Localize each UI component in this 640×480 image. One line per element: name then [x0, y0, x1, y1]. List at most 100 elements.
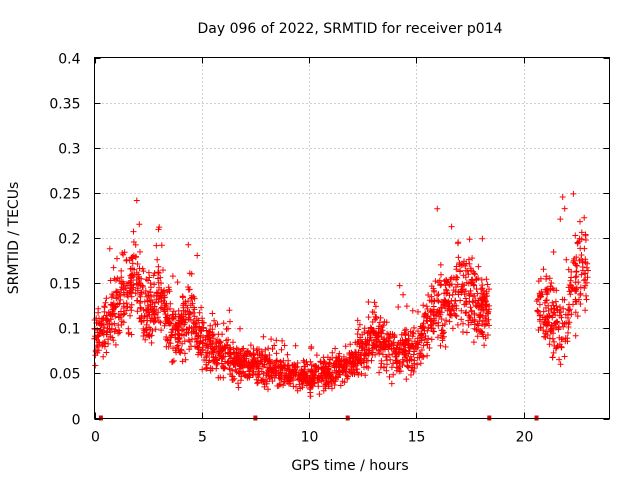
- data-point: [226, 366, 233, 373]
- data-point: [572, 298, 579, 305]
- data-point: [210, 353, 217, 360]
- data-point: [296, 375, 303, 382]
- data-point: [108, 294, 115, 301]
- data-point: [141, 298, 148, 305]
- data-point: [576, 238, 582, 245]
- data-point: [203, 354, 210, 361]
- data-point: [211, 345, 218, 352]
- data-point: [129, 260, 136, 267]
- data-point: [376, 349, 383, 356]
- data-point: [253, 363, 260, 370]
- data-point: [566, 282, 573, 288]
- data-point: [568, 274, 575, 281]
- data-point: [151, 319, 158, 326]
- data-point: [136, 265, 143, 272]
- data-point: [348, 349, 355, 356]
- data-point: [405, 335, 412, 342]
- data-point: [442, 343, 449, 350]
- data-point: [186, 325, 193, 332]
- data-point: [329, 349, 336, 356]
- data-point: [307, 389, 314, 396]
- data-point: [209, 310, 216, 317]
- data-point: [479, 321, 486, 327]
- data-point: [109, 301, 116, 308]
- data-point: [123, 256, 130, 263]
- data-point: [102, 340, 109, 347]
- data-point: [577, 218, 583, 225]
- data-point: [99, 329, 106, 336]
- data-point: [563, 256, 570, 263]
- data-point: [258, 377, 265, 384]
- data-point: [157, 305, 164, 312]
- data-point: [434, 308, 441, 315]
- data-point: [100, 315, 107, 321]
- data-point: [566, 288, 573, 295]
- data-point: [462, 310, 469, 316]
- data-point: [220, 364, 227, 371]
- data-point: [151, 281, 158, 288]
- data-point: [465, 321, 472, 328]
- data-point: [143, 307, 150, 314]
- data-point: [565, 315, 571, 321]
- data-point: [110, 292, 117, 299]
- data-point: [269, 378, 276, 385]
- data-point: [244, 363, 251, 370]
- data-point: [133, 197, 140, 204]
- data-point: [109, 321, 115, 328]
- data-point: [367, 328, 374, 335]
- data-point: [231, 375, 238, 382]
- data-point: [138, 318, 145, 325]
- data-point: [583, 296, 590, 303]
- data-point: [367, 334, 373, 341]
- data-point: [251, 355, 258, 362]
- data-point: [118, 318, 125, 325]
- data-point: [458, 283, 465, 290]
- data-point: [194, 343, 201, 350]
- data-point: [424, 306, 431, 312]
- data-point: [573, 298, 580, 305]
- data-point: [542, 286, 549, 293]
- data-point: [567, 291, 574, 298]
- data-point: [100, 353, 107, 360]
- data-point: [401, 329, 408, 336]
- data-point: [425, 292, 432, 298]
- data-point: [543, 304, 549, 311]
- data-point: [549, 335, 556, 342]
- data-point: [582, 307, 589, 314]
- data-point: [541, 299, 548, 306]
- data-point: [365, 364, 372, 371]
- data-point: [356, 321, 363, 328]
- data-point: [203, 342, 210, 349]
- data-point: [96, 320, 103, 327]
- data-point: [430, 311, 437, 318]
- data-point: [295, 372, 302, 379]
- data-point: [481, 307, 487, 314]
- data-point: [123, 300, 130, 307]
- data-point: [402, 354, 408, 361]
- data-point: [375, 329, 382, 336]
- data-point: [118, 280, 125, 287]
- data-point: [175, 345, 182, 352]
- data-point: [269, 346, 276, 352]
- data-point: [465, 271, 472, 278]
- data-point: [452, 297, 459, 304]
- data-point: [199, 344, 206, 351]
- data-point: [116, 300, 123, 307]
- data-point: [374, 332, 381, 339]
- data-point: [348, 369, 355, 376]
- data-point: [118, 274, 125, 281]
- data-point: [188, 343, 194, 350]
- data-point: [258, 358, 265, 365]
- data-point: [119, 284, 125, 291]
- data-point: [118, 267, 125, 274]
- data-point: [151, 292, 158, 299]
- data-point: [262, 346, 269, 353]
- data-point: [419, 324, 426, 331]
- data-point: [486, 322, 492, 329]
- data-point: [343, 360, 350, 367]
- data-point: [558, 309, 564, 316]
- data-point: [176, 320, 182, 327]
- data-point: [428, 293, 435, 300]
- data-point: [378, 357, 385, 364]
